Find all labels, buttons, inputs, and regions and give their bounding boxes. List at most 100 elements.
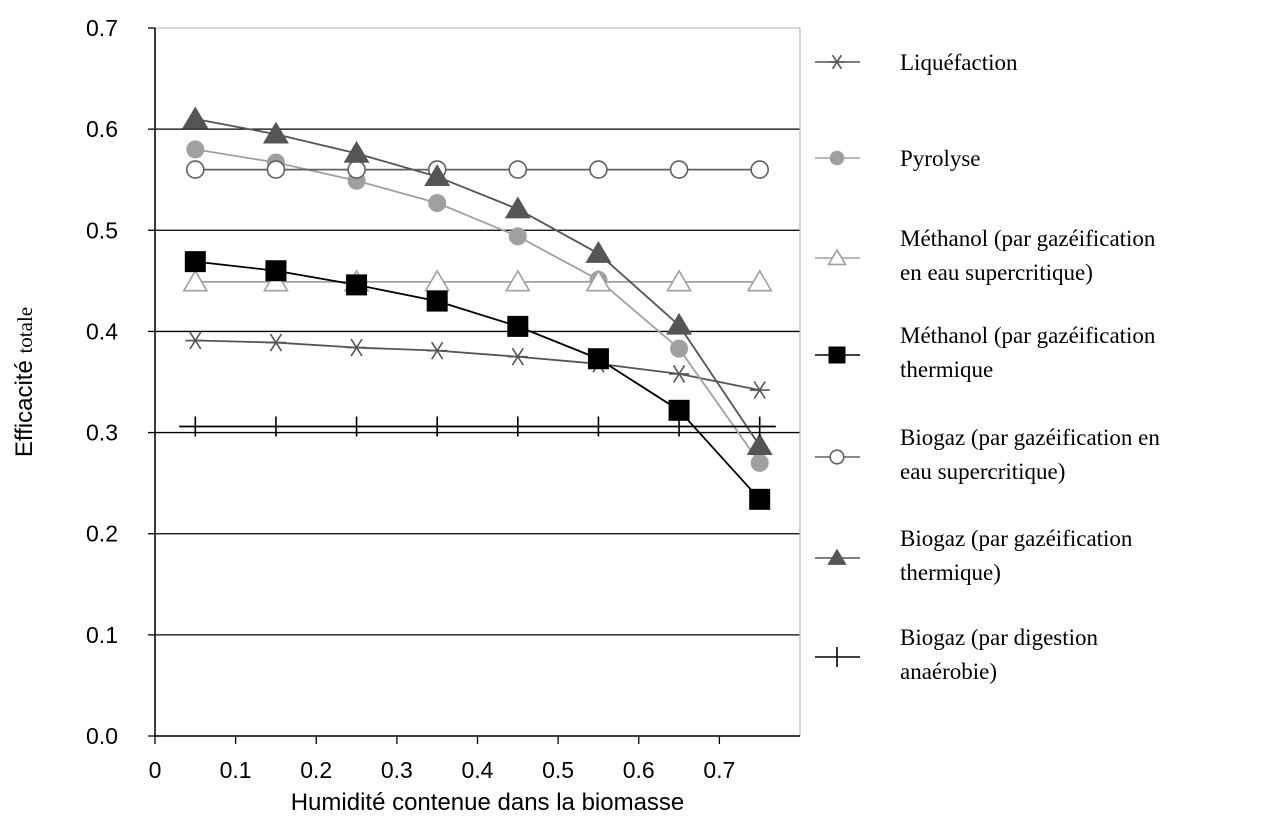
marker-square [749,488,771,510]
marker-open-triangle [182,269,209,292]
y-tick-label: 0.6 [86,116,118,142]
legend-label: thermique [900,357,993,382]
series-layer [179,106,776,510]
y-axis-title-main: Efficacité [11,354,38,458]
series-5 [186,160,769,179]
legend-label: Méthanol (par gazéification [900,323,1156,348]
y-tick-label: 0.2 [86,521,118,547]
marker-triangle [746,433,773,456]
marker-triangle [424,164,451,186]
marker-square [587,348,609,370]
marker-open-circle [750,160,769,179]
legend-item: Pyrolyse [815,146,981,171]
y-tick-label: 0.7 [86,15,118,41]
legend-item: Biogaz (par digestion anaérobie) [815,625,1099,684]
marker-circle [750,453,769,472]
marker-open-triangle [504,269,531,292]
series-6 [182,106,773,456]
x-tick-label: 0.4 [462,757,494,783]
legend-label: thermique) [900,560,1001,585]
marker-asterisk [669,364,690,383]
legend-item: Liquéfaction [815,50,1018,75]
marker-triangle [504,196,531,219]
axes [148,27,800,744]
legend: Liquéfaction Pyrolyse Méthanol (par gazéif… [815,50,1160,684]
marker-triangle [585,241,612,263]
marker-open-circle [508,160,528,179]
series-4 [184,251,771,510]
x-tick-label: 0.2 [300,757,332,783]
series-line [195,339,760,391]
marker-square [828,346,846,364]
marker-square [346,274,368,296]
marker-open-triangle [585,269,612,292]
series-1 [185,331,770,400]
y-tick-label: 0.3 [86,420,118,446]
y-tick-label: 0.0 [86,723,118,749]
y-tick-labels: 0.0 0.1 0.2 0.3 0.4 0.5 0.6 0.7 [86,15,118,749]
y-tick-label: 0.4 [86,318,118,344]
marker-open-circle [669,160,689,179]
marker-square [265,260,287,282]
legend-label: Biogaz (par gazéification en [900,425,1160,450]
series-7 [179,416,776,437]
legend-label: Liquéfaction [900,50,1018,75]
marker-circle [508,227,527,246]
marker-triangle [182,106,209,129]
marker-open-circle [589,160,608,179]
legend-label: Pyrolyse [900,146,981,171]
marker-asterisk [749,381,770,400]
y-axis-title-suffix: totale [13,307,37,354]
series-2 [186,140,769,472]
x-tick-label: 0 [149,757,162,783]
marker-triangle [262,121,289,144]
x-tick-labels: 0 0.1 0.2 0.3 0.4 0.5 0.6 0.7 [149,757,736,783]
marker-open-triangle [746,269,773,292]
series-line [195,118,761,447]
y-tick-label: 0.5 [86,217,118,243]
marker-asterisk [507,347,528,366]
marker-asterisk [346,338,367,357]
marker-triangle [343,140,370,163]
x-tick-label: 0.5 [542,757,574,783]
x-tick-label: 0.6 [623,757,655,783]
marker-open-circle [186,160,205,179]
legend-label: Méthanol (par gazéification [900,226,1156,251]
series-3 [182,269,773,292]
marker-circle [670,339,689,358]
x-tick-label: 0.7 [703,757,735,783]
series-line [195,260,761,500]
marker-square [426,290,448,312]
legend-item: Biogaz (par gazéification en eau supercri… [815,425,1160,484]
marker-square [507,315,529,337]
marker-asterisk [829,54,845,70]
marker-open-triangle [827,248,847,266]
legend-label: Biogaz (par gazéification [900,526,1133,551]
marker-circle [428,193,447,212]
series-line [195,148,761,464]
legend-item: Méthanol (par gazéification thermique [815,323,1156,382]
marker-circle [829,150,845,166]
marker-open-circle [266,160,286,179]
legend-label: eau supercritique) [900,459,1065,484]
x-axis-title: Humidité contenue dans la biomasse [291,789,685,816]
legend-item: Biogaz (par gazéification thermique) [815,526,1133,585]
y-tick-label: 0.1 [86,622,118,648]
grid [155,128,800,636]
marker-square [184,251,206,273]
marker-open-triangle [666,269,693,292]
marker-open-circle [347,160,366,179]
legend-label: en eau supercritique) [900,260,1093,285]
marker-asterisk [265,333,286,352]
x-tick-label: 0.1 [220,757,252,783]
marker-asterisk [427,341,448,360]
marker-triangle [827,548,847,565]
legend-item: Méthanol (par gazéification en eau superc… [815,226,1156,285]
marker-circle [186,140,205,159]
legend-label: anaérobie) [900,659,997,684]
marker-triangle [666,312,693,335]
marker-asterisk [185,331,206,350]
y-axis-title: Efficacité totale [11,307,38,457]
x-tick-label: 0.3 [381,757,413,783]
